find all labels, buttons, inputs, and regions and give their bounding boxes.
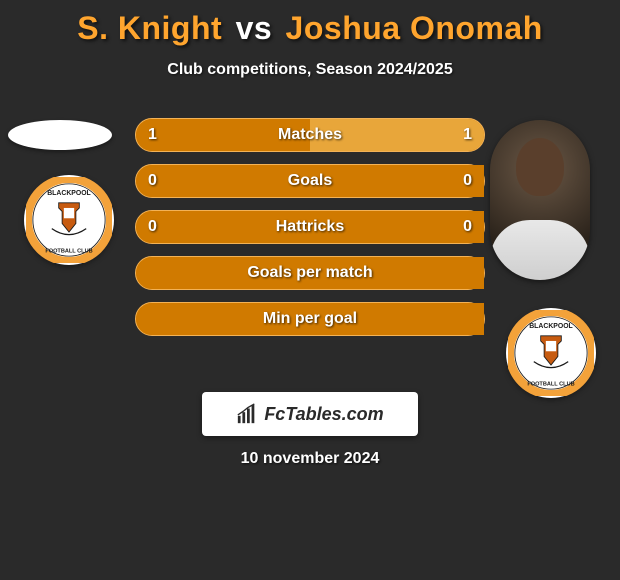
subtitle: Club competitions, Season 2024/2025: [0, 61, 620, 79]
player1-name: S. Knight: [77, 10, 222, 46]
watermark-text: FcTables.com: [264, 404, 383, 425]
comparison-date: 10 november 2024: [0, 450, 620, 468]
chart-bars-icon: [236, 403, 258, 425]
vs-text: vs: [236, 10, 273, 46]
stat-label: Goals per match: [247, 264, 372, 282]
player1-photo: [8, 120, 112, 150]
stat-right-value: 0: [463, 172, 472, 190]
svg-text:FOOTBALL CLUB: FOOTBALL CLUB: [45, 249, 92, 255]
stat-row: Goals per match: [135, 256, 485, 290]
stat-row: Min per goal: [135, 302, 485, 336]
comparison-card: S. Knight vs Joshua Onomah Club competit…: [0, 0, 620, 580]
svg-text:FOOTBALL CLUB: FOOTBALL CLUB: [527, 382, 574, 388]
stat-row: 1 1 Matches: [135, 118, 485, 152]
stat-right-value: 0: [463, 218, 472, 236]
comparison-title: S. Knight vs Joshua Onomah: [0, 0, 620, 47]
stat-row: 0 0 Goals: [135, 164, 485, 198]
stat-label: Goals: [288, 172, 332, 190]
stat-row: 0 0 Hattricks: [135, 210, 485, 244]
stat-label: Min per goal: [263, 310, 357, 328]
player2-photo: [490, 120, 590, 280]
svg-text:BLACKPOOL: BLACKPOOL: [47, 190, 91, 197]
player1-club-badge: BLACKPOOL FOOTBALL CLUB: [24, 175, 114, 265]
stat-left-value: 0: [148, 172, 157, 190]
watermark: FcTables.com: [202, 392, 418, 436]
player2-club-badge: BLACKPOOL FOOTBALL CLUB: [506, 308, 596, 398]
blackpool-badge-icon: BLACKPOOL FOOTBALL CLUB: [508, 310, 594, 396]
stat-right-value: 1: [463, 126, 472, 144]
svg-text:BLACKPOOL: BLACKPOOL: [529, 323, 573, 330]
blackpool-badge-icon: BLACKPOOL FOOTBALL CLUB: [26, 177, 112, 263]
stat-label: Matches: [278, 126, 342, 144]
stat-left-value: 1: [148, 126, 157, 144]
player2-name: Joshua Onomah: [286, 10, 543, 46]
stat-left-value: 0: [148, 218, 157, 236]
stats-table: 1 1 Matches 0 0 Goals 0 0 Hattricks Goals per mat…: [135, 118, 485, 348]
stat-label: Hattricks: [276, 218, 344, 236]
